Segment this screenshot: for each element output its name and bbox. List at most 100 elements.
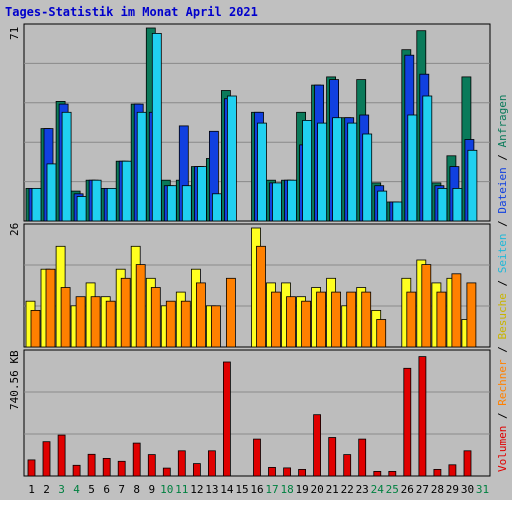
bar-rechner-day-9 [150, 287, 161, 348]
bar-seiten-day-1 [31, 187, 42, 222]
x-tick-label-day-7: 7 [118, 483, 125, 496]
legend-part-4: Besuche [496, 293, 509, 339]
x-tick-label-day-25: 25 [386, 483, 399, 496]
bar-rechner-day-23 [361, 291, 372, 348]
bar-seiten-day-25 [392, 201, 403, 222]
bar-rechner-day-6 [105, 300, 116, 348]
bar-seiten-day-6 [106, 187, 117, 222]
bar-volumen-day-22 [343, 454, 352, 477]
x-tick-label-day-9: 9 [148, 483, 155, 496]
bar-seiten-day-28 [437, 187, 448, 222]
bar-seiten-day-21 [332, 117, 343, 222]
bar-volumen-day-4 [72, 464, 81, 477]
bar-seiten-day-18 [287, 179, 297, 222]
y-axis-max-label-top: 71 [8, 27, 21, 40]
bar-rechner-day-24 [376, 319, 387, 348]
y-axis-max-label-bottom: 740.56 KB [8, 350, 21, 410]
legend-part-5: / [496, 273, 509, 293]
x-tick-label-day-26: 26 [401, 483, 414, 496]
bar-rechner-day-29 [451, 273, 462, 348]
bar-volumen-day-17 [268, 466, 276, 477]
bar-rechner-day-28 [436, 291, 447, 348]
bar-volumen-day-13 [207, 450, 216, 477]
x-tick-label-day-31: 31 [476, 483, 489, 496]
bar-volumen-day-28 [433, 468, 442, 477]
bar-volumen-day-20 [313, 414, 322, 477]
panel-requests-files-pages [23, 23, 491, 222]
bar-seiten-day-26 [407, 114, 418, 222]
x-tick-label-day-16: 16 [250, 483, 263, 496]
x-tick-label-day-13: 13 [205, 483, 218, 496]
x-tick-label-day-23: 23 [356, 483, 369, 496]
x-tick-label-day-17: 17 [265, 483, 278, 496]
bar-seiten-day-11 [181, 185, 192, 222]
x-tick-label-day-5: 5 [88, 483, 95, 496]
bar-volumen-day-7 [117, 460, 126, 477]
bar-volumen-day-14 [222, 361, 231, 477]
x-tick-label-day-8: 8 [133, 483, 140, 496]
legend-part-2: Rechner [496, 359, 509, 406]
bar-rechner-day-26 [406, 291, 417, 348]
x-tick-label-day-30: 30 [461, 483, 474, 496]
bar-volumen-day-11 [177, 450, 186, 477]
bar-seiten-day-4 [76, 196, 87, 222]
bar-seiten-day-17 [272, 182, 282, 222]
bar-seiten-day-7 [121, 160, 132, 222]
x-tick-label-day-1: 1 [28, 483, 35, 496]
x-tick-label-day-14: 14 [220, 483, 234, 496]
x-tick-label-day-22: 22 [341, 483, 354, 496]
bar-volumen-day-5 [87, 453, 96, 477]
bar-volumen-day-18 [283, 467, 292, 477]
bar-volumen-day-27 [418, 356, 427, 477]
bar-seiten-day-13 [211, 193, 222, 222]
bar-seiten-day-23 [362, 133, 373, 222]
bar-rechner-day-4 [75, 296, 86, 348]
bar-rechner-day-20 [316, 291, 327, 348]
panel-visits-hosts [23, 223, 491, 348]
bar-rechner-day-1 [30, 309, 41, 348]
bar-seiten-day-12 [196, 166, 207, 222]
legend-part-10: Anfragen [496, 94, 509, 147]
bar-rechner-day-27 [421, 264, 432, 348]
x-tick-label-day-15: 15 [235, 483, 248, 496]
bar-rechner-day-19 [301, 300, 312, 348]
bar-volumen-day-25 [388, 470, 397, 477]
x-tick-label-day-24: 24 [371, 483, 385, 496]
x-tick-label-day-11: 11 [175, 483, 188, 496]
x-tick-label-day-27: 27 [416, 483, 429, 496]
bar-rechner-day-10 [165, 300, 176, 348]
bar-volumen-day-12 [192, 463, 201, 477]
x-tick-label-day-20: 20 [310, 483, 323, 496]
y-axis-max-label-middle: 26 [8, 223, 21, 236]
x-tick-label-day-3: 3 [58, 483, 65, 496]
x-tick-label-day-12: 12 [190, 483, 203, 496]
bar-rechner-day-30 [466, 282, 477, 348]
bar-seiten-day-22 [347, 122, 358, 222]
legend-part-6: Seiten [496, 234, 509, 274]
bar-rechner-day-17 [271, 291, 281, 348]
bar-volumen-day-10 [162, 467, 171, 477]
legend-part-3: / [496, 340, 509, 360]
bar-volumen-day-6 [102, 457, 111, 477]
x-tick-label-day-29: 29 [446, 483, 459, 496]
x-tick-label-day-6: 6 [103, 483, 110, 496]
bar-volumen-day-1 [27, 459, 36, 477]
x-tick-label-day-21: 21 [326, 483, 339, 496]
x-tick-label-day-28: 28 [431, 483, 444, 496]
legend-part-0: Volumen [496, 426, 509, 472]
bar-rechner-day-14 [225, 277, 236, 348]
bar-rechner-day-12 [195, 282, 206, 348]
bar-seiten-day-29 [452, 187, 463, 222]
bar-volumen-day-24 [373, 470, 382, 477]
panel-volume [23, 349, 491, 477]
bar-rechner-day-21 [331, 291, 342, 348]
chart-title: Tages-Statistik im Monat April 2021 [5, 5, 258, 19]
x-tick-label-day-19: 19 [295, 483, 308, 496]
bar-seiten-day-20 [317, 122, 328, 222]
bar-seiten-day-8 [136, 111, 147, 222]
legend-part-7: / [496, 214, 509, 234]
bar-seiten-day-30 [467, 149, 478, 222]
bar-rechner-day-11 [180, 300, 191, 348]
